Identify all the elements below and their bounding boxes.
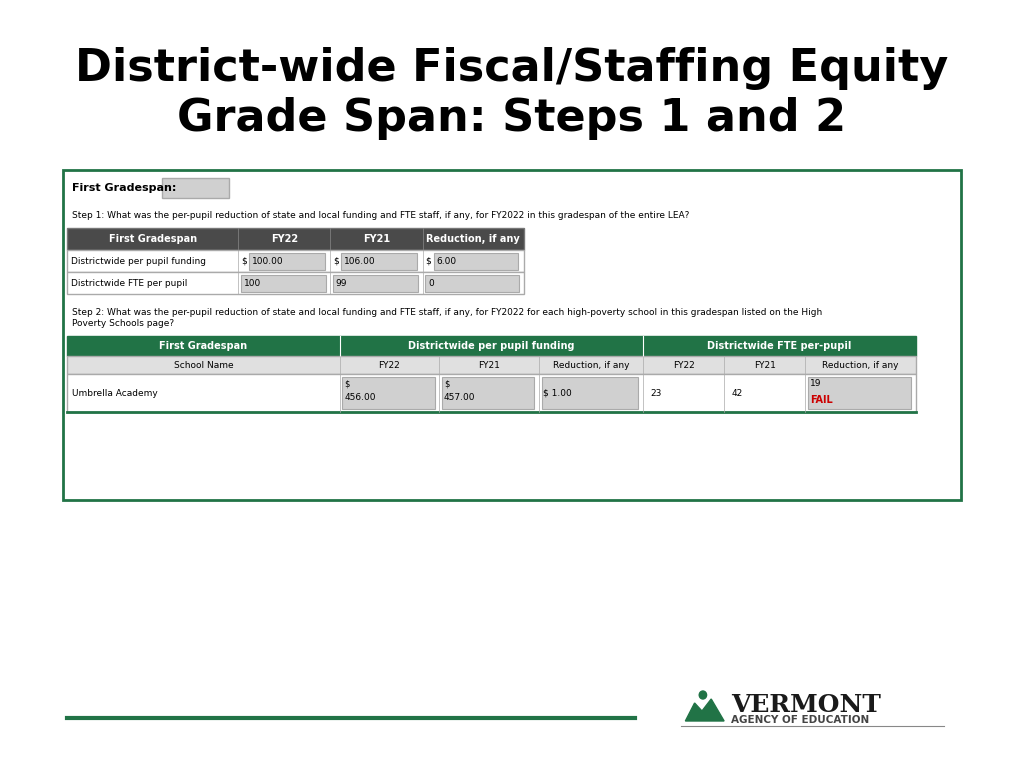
- Text: 100.00: 100.00: [252, 257, 284, 266]
- Text: $: $: [241, 257, 247, 266]
- FancyBboxPatch shape: [249, 253, 325, 270]
- Text: Step 2: What was the per-pupil reduction of state and local funding and FTE staf: Step 2: What was the per-pupil reduction…: [72, 308, 822, 317]
- Text: Districtwide FTE per-pupil: Districtwide FTE per-pupil: [708, 341, 852, 351]
- Text: First Gradespan: First Gradespan: [160, 341, 248, 351]
- FancyBboxPatch shape: [341, 253, 417, 270]
- FancyBboxPatch shape: [163, 178, 229, 198]
- Text: Poverty Schools page?: Poverty Schools page?: [72, 319, 174, 328]
- Text: 457.00: 457.00: [443, 393, 475, 402]
- Text: Umbrella Academy: Umbrella Academy: [72, 389, 158, 398]
- Text: FAIL: FAIL: [810, 395, 833, 405]
- Text: Reduction, if any: Reduction, if any: [426, 234, 520, 244]
- Text: Districtwide per pupil funding: Districtwide per pupil funding: [72, 257, 206, 266]
- FancyBboxPatch shape: [68, 374, 915, 412]
- Text: FY22: FY22: [379, 360, 400, 369]
- Circle shape: [699, 691, 707, 699]
- FancyBboxPatch shape: [68, 272, 524, 294]
- Text: Step 1: What was the per-pupil reduction of state and local funding and FTE staf: Step 1: What was the per-pupil reduction…: [72, 211, 689, 220]
- Text: 6.00: 6.00: [436, 257, 457, 266]
- FancyBboxPatch shape: [808, 377, 911, 409]
- Text: 106.00: 106.00: [344, 257, 376, 266]
- Text: FY21: FY21: [362, 234, 390, 244]
- FancyBboxPatch shape: [241, 275, 326, 292]
- FancyBboxPatch shape: [425, 275, 519, 292]
- Text: 19: 19: [810, 379, 821, 389]
- FancyBboxPatch shape: [333, 275, 418, 292]
- Text: VERMONT: VERMONT: [731, 693, 882, 717]
- Text: First Gradespan: First Gradespan: [109, 234, 197, 244]
- FancyBboxPatch shape: [542, 377, 638, 409]
- FancyBboxPatch shape: [62, 170, 962, 500]
- Text: Grade Span: Steps 1 and 2: Grade Span: Steps 1 and 2: [177, 97, 847, 140]
- Text: $: $: [425, 257, 431, 266]
- Text: $: $: [443, 379, 450, 389]
- FancyBboxPatch shape: [68, 250, 524, 272]
- Text: Districtwide FTE per pupil: Districtwide FTE per pupil: [72, 279, 187, 287]
- Text: 42: 42: [731, 389, 742, 398]
- FancyBboxPatch shape: [68, 228, 524, 250]
- Text: School Name: School Name: [174, 360, 233, 369]
- FancyBboxPatch shape: [68, 336, 915, 356]
- Text: Districtwide per pupil funding: Districtwide per pupil funding: [408, 341, 574, 351]
- FancyBboxPatch shape: [342, 377, 434, 409]
- Text: 456.00: 456.00: [344, 393, 376, 402]
- Text: 100: 100: [244, 279, 261, 287]
- Text: Reduction, if any: Reduction, if any: [822, 360, 899, 369]
- FancyBboxPatch shape: [442, 377, 535, 409]
- Text: FY22: FY22: [270, 234, 298, 244]
- Text: $ 1.00: $ 1.00: [544, 389, 572, 398]
- FancyBboxPatch shape: [68, 356, 915, 374]
- Text: 0: 0: [428, 279, 434, 287]
- Text: 99: 99: [336, 279, 347, 287]
- FancyBboxPatch shape: [433, 253, 518, 270]
- Polygon shape: [685, 699, 724, 721]
- Text: $: $: [333, 257, 339, 266]
- Text: 23: 23: [650, 389, 662, 398]
- Text: Reduction, if any: Reduction, if any: [553, 360, 629, 369]
- Text: First Gradespan:: First Gradespan:: [72, 183, 176, 193]
- Text: FY21: FY21: [478, 360, 500, 369]
- Text: FY22: FY22: [673, 360, 694, 369]
- Text: $: $: [344, 379, 349, 389]
- Text: AGENCY OF EDUCATION: AGENCY OF EDUCATION: [731, 715, 869, 725]
- Text: FY21: FY21: [754, 360, 775, 369]
- Text: District-wide Fiscal/Staffing Equity: District-wide Fiscal/Staffing Equity: [76, 47, 948, 90]
